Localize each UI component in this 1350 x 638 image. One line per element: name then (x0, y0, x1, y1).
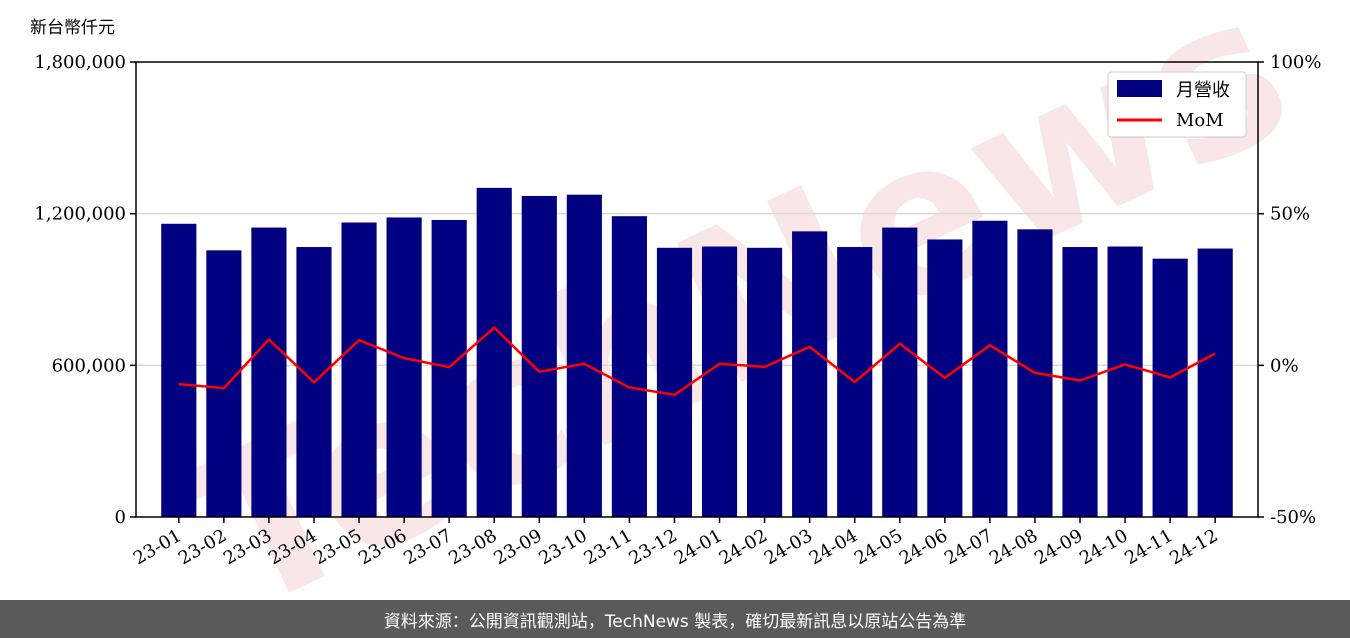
bar-24-12 (1197, 248, 1233, 518)
x-tick-label: 24-04 (806, 525, 861, 569)
x-tick-label: 24-07 (941, 525, 996, 569)
x-tick-label: 24-12 (1166, 525, 1221, 569)
bar-24-05 (882, 227, 918, 517)
mom-line (178, 326, 1216, 397)
y-right-tick-label: 50% (1270, 204, 1310, 225)
y-right-tick-label: 100% (1270, 52, 1321, 73)
x-tick-label: 24-03 (761, 525, 816, 569)
bar-24-01 (701, 246, 738, 517)
y-left-tick-label: 1,200,000 (34, 204, 126, 225)
y-left-tick-label: 600,000 (52, 355, 126, 376)
x-tick-label: 24-08 (986, 525, 1041, 569)
legend: 月營收 MoM (1107, 71, 1247, 138)
plot-frame (135, 61, 1259, 518)
footer-text: 資料來源：公開資訊觀測站，TechNews 製表，確切最新訊息以原站公告為準 (383, 611, 967, 632)
bar-23-01 (161, 223, 197, 517)
bar-23-06 (386, 217, 422, 518)
x-tick-label: 23-12 (626, 525, 681, 569)
x-tick-label: 24-05 (851, 525, 906, 569)
bar-23-09 (521, 195, 557, 517)
x-tick-label: 24-06 (896, 525, 951, 569)
y-right-tick-label: -50% (1270, 507, 1316, 528)
bar-24-07 (972, 220, 1008, 517)
bar-23-10 (566, 194, 602, 518)
legend-label-revenue: 月營收 (1176, 80, 1230, 101)
legend-label-mom: MoM (1176, 110, 1224, 131)
y-left-tick-label: 1,800,000 (34, 52, 126, 73)
y-axis-unit-label: 新台幣仟元 (30, 18, 115, 38)
bar-23-02 (206, 250, 242, 517)
bar-23-03 (251, 227, 287, 517)
bar-24-10 (1107, 246, 1143, 517)
bar-23-12 (656, 247, 693, 517)
x-tick-label: 24-11 (1121, 525, 1176, 569)
x-tick-label: 24-01 (671, 525, 726, 569)
bar-23-05 (341, 222, 377, 517)
y-right-tick-label: 0% (1270, 355, 1299, 376)
x-tick-label: 24-10 (1076, 525, 1131, 569)
source-footer: 資料來源：公開資訊觀測站，TechNews 製表，確切最新訊息以原站公告為準 (0, 600, 1350, 638)
y-left-tick-label: 0 (115, 507, 126, 528)
bar-24-03 (792, 231, 828, 517)
bar-23-11 (611, 216, 647, 517)
bar-23-07 (431, 219, 467, 517)
bar-24-11 (1152, 258, 1188, 517)
bar-24-09 (1062, 247, 1098, 518)
chart: TechNews 新台幣仟元 0600,0001,200,0001,800,00… (30, 0, 1322, 600)
x-tick-label: 24-09 (1031, 525, 1086, 569)
legend-bar-swatch (1117, 80, 1162, 97)
x-tick-label: 24-02 (716, 525, 771, 569)
x-tick-label: 23-11 (580, 525, 635, 569)
x-tick-label: 23-01 (130, 525, 185, 569)
bar-23-08 (476, 187, 512, 517)
x-tick-label: 23-10 (535, 525, 590, 569)
mom-line-series (178, 326, 1216, 397)
bar-series (161, 187, 1233, 518)
bar-24-02 (747, 247, 783, 517)
